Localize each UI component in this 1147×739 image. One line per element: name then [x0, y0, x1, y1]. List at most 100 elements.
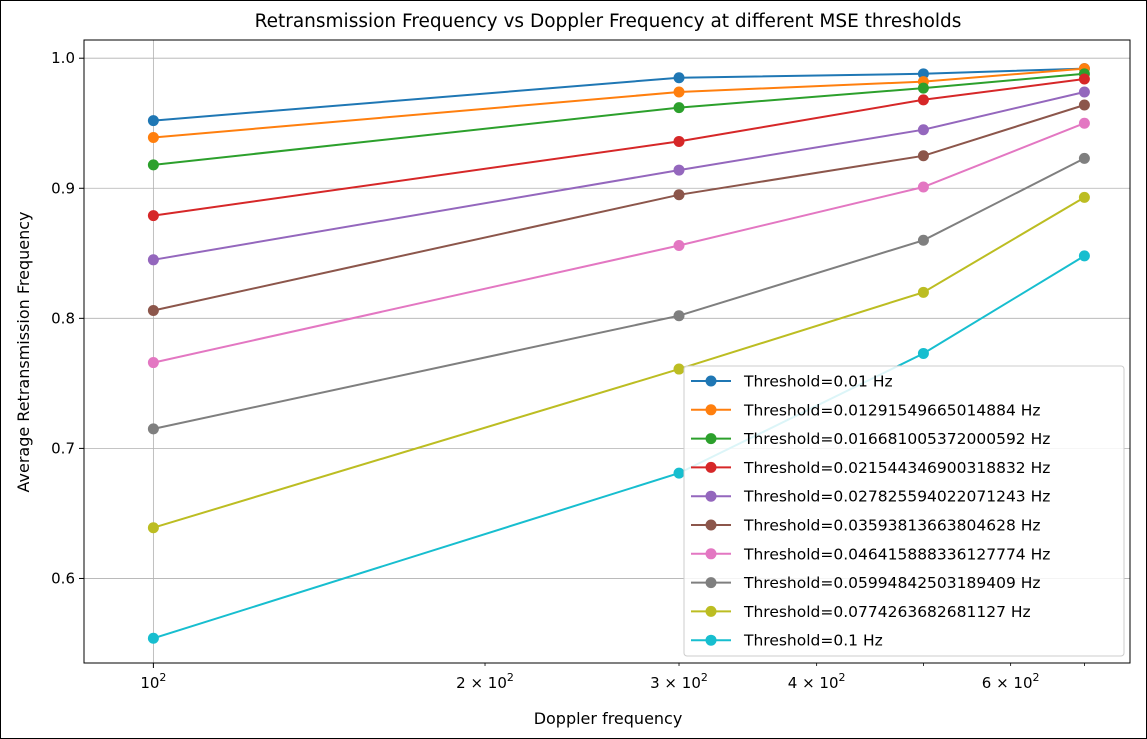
legend-label: Threshold=0.0774263682681127 Hz [743, 603, 1031, 621]
x-tick-label: 2 × 102 [456, 671, 514, 692]
legend-entry: Threshold=0.05994842503189409 Hz [691, 574, 1041, 592]
data-point [147, 132, 159, 144]
x-tick-exponent: 2 [839, 671, 846, 684]
legend-entry: Threshold=0.027825594022071243 Hz [691, 488, 1050, 506]
series-line [153, 104, 1085, 312]
data-point [673, 135, 685, 147]
series-6 [147, 117, 1090, 369]
x-tick-label: 6 × 102 [982, 671, 1040, 692]
legend-entry: Threshold=0.046415888336127774 Hz [691, 545, 1050, 563]
series-layer [147, 63, 1090, 644]
data-point [917, 82, 929, 94]
x-tick-base: 6 × 10 [982, 674, 1033, 692]
legend-marker [705, 461, 717, 473]
data-point [1078, 99, 1090, 111]
legend-box [683, 365, 1125, 657]
legend-entry: Threshold=0.1 Hz [691, 632, 883, 650]
legend-marker [705, 548, 717, 560]
series-4 [147, 86, 1090, 266]
data-point [917, 286, 929, 298]
data-point [1078, 152, 1090, 164]
data-point [673, 363, 685, 375]
legend-entry: Threshold=0.01 Hz [691, 373, 893, 391]
y-tick-label: 0.8 [51, 309, 75, 327]
legend-marker [705, 577, 717, 589]
data-point [917, 347, 929, 359]
data-point [147, 115, 159, 127]
series-1 [147, 63, 1090, 144]
legend-marker [705, 404, 717, 416]
data-point [147, 210, 159, 222]
data-point [147, 522, 159, 534]
data-point [1078, 117, 1090, 129]
data-point [673, 86, 685, 98]
legend-label: Threshold=0.05994842503189409 Hz [743, 574, 1041, 592]
series-line [153, 122, 1085, 364]
plot-frame [83, 39, 1131, 664]
series-3 [147, 73, 1090, 222]
legend-marker [705, 605, 717, 617]
legend-label: Threshold=0.03593813663804628 Hz [743, 517, 1041, 535]
legend-label: Threshold=0.021544346900318832 Hz [743, 459, 1050, 477]
legend-entry: Threshold=0.016681005372000592 Hz [691, 430, 1050, 448]
series-line [153, 196, 1085, 529]
chart-title: Retransmission Frequency vs Doppler Freq… [255, 11, 962, 32]
data-point [673, 72, 685, 84]
data-point [1078, 86, 1090, 98]
series-line [153, 157, 1085, 430]
x-tick-label: 4 × 102 [788, 671, 846, 692]
series-5 [147, 99, 1090, 317]
y-tick-label: 0.9 [51, 179, 75, 197]
data-point [917, 68, 929, 80]
data-point [673, 239, 685, 251]
series-line [153, 78, 1085, 217]
legend-marker [705, 634, 717, 646]
legend-label: Threshold=0.016681005372000592 Hz [743, 430, 1050, 448]
y-tick-label: 0.6 [51, 569, 75, 587]
legend-marker [705, 490, 717, 502]
data-point [917, 234, 929, 246]
data-point [147, 357, 159, 369]
x-tick-base: 3 × 10 [650, 674, 701, 692]
legend-label: Threshold=0.01291549665014884 Hz [743, 401, 1041, 419]
series-line [153, 91, 1085, 261]
series-line [153, 72, 1085, 166]
data-point [147, 305, 159, 317]
x-tick-label: 3 × 102 [650, 671, 708, 692]
data-point [673, 102, 685, 114]
series-7 [147, 152, 1090, 435]
legend-marker [705, 433, 717, 445]
data-point [147, 423, 159, 435]
data-point [1078, 191, 1090, 203]
data-point [147, 159, 159, 171]
legend-marker [705, 375, 717, 387]
legend-marker [705, 519, 717, 531]
y-axis-label: Average Retransmission Frequency [14, 212, 33, 493]
data-point [147, 632, 159, 644]
series-line [153, 67, 1085, 139]
legend-label: Threshold=0.046415888336127774 Hz [743, 545, 1050, 563]
data-point [917, 181, 929, 193]
data-point [1078, 250, 1090, 262]
series-8 [147, 191, 1090, 534]
data-point [917, 150, 929, 162]
data-point [673, 310, 685, 322]
x-tick-base: 4 × 10 [788, 674, 839, 692]
x-tick-exponent: 2 [701, 671, 708, 684]
legend-entry: Threshold=0.0774263682681127 Hz [691, 603, 1031, 621]
data-point [673, 189, 685, 201]
data-point [1078, 73, 1090, 85]
y-tick-label: 1.0 [51, 49, 75, 67]
data-point [147, 254, 159, 266]
x-tick-exponent: 2 [1033, 671, 1040, 684]
data-point [917, 124, 929, 136]
data-point [917, 94, 929, 106]
series-line [153, 67, 1085, 122]
legend-label: Threshold=0.01 Hz [743, 373, 893, 391]
legend-entry: Threshold=0.01291549665014884 Hz [691, 401, 1041, 419]
x-tick-exponent: 2 [507, 671, 514, 684]
x-axis-label: Doppler frequency [534, 709, 683, 728]
legend-entry: Threshold=0.03593813663804628 Hz [691, 517, 1041, 535]
